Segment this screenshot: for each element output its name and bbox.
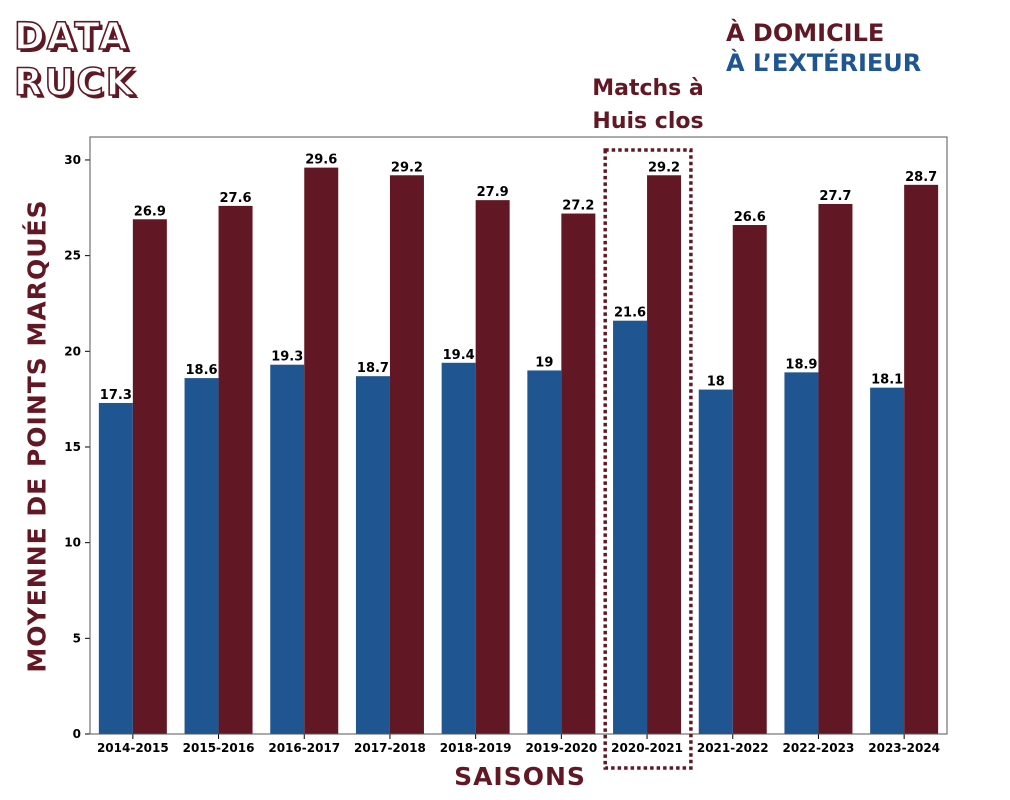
bar-home: [904, 184, 939, 734]
data-label-home: 26.9: [134, 204, 166, 219]
data-label-away: 18.9: [785, 357, 817, 372]
bar-away: [527, 370, 562, 734]
x-tick-label: 2016-2017: [268, 741, 340, 755]
data-label-away: 18.7: [357, 361, 389, 376]
data-label-home: 27.6: [220, 191, 252, 206]
chart-legend: À DOMICILE À L’EXTÉRIEUR: [726, 18, 921, 78]
data-label-away: 19.3: [271, 350, 303, 365]
y-tick-label: 30: [64, 153, 81, 167]
x-tick-label: 2021-2022: [697, 741, 769, 755]
data-label-away: 18.6: [186, 363, 218, 378]
y-tick-label: 10: [64, 536, 81, 550]
bar-home: [475, 200, 510, 734]
bar-home: [389, 175, 424, 734]
logo-line-1: DATA: [13, 14, 130, 59]
legend-away: À L’EXTÉRIEUR: [726, 49, 922, 77]
bar-home: [132, 219, 167, 735]
datarack-logo: DATA RUCK: [13, 14, 137, 106]
data-label-away: 19.4: [443, 348, 475, 363]
x-tick-label: 2015-2016: [183, 741, 255, 755]
data-label-home: 27.7: [819, 189, 851, 204]
data-label-away: 19: [535, 355, 553, 370]
y-tick-label: 15: [64, 440, 81, 454]
bar-home: [732, 225, 767, 734]
bar-away: [870, 387, 905, 734]
data-label-away: 18.1: [871, 373, 903, 388]
bar-home: [218, 205, 253, 734]
data-label-home: 29.6: [305, 153, 337, 168]
annotation-huis-clos: Matchs à Huis clos: [585, 72, 711, 138]
bar-home: [304, 167, 339, 735]
y-tick-label: 20: [64, 344, 81, 358]
legend-home: À DOMICILE: [726, 19, 885, 47]
bar-home: [818, 203, 853, 734]
x-tick-label: 2022-2023: [783, 741, 855, 755]
x-tick-label: 2023-2024: [868, 741, 940, 755]
y-axis-title: MOYENNE DE POINTS MARQUÉS: [22, 199, 52, 673]
data-label-home: 29.2: [391, 160, 423, 175]
bar-away: [784, 372, 819, 734]
bar-home: [647, 175, 682, 734]
bar-away: [698, 389, 733, 734]
data-label-away: 18: [707, 375, 725, 390]
bar-away: [184, 378, 219, 734]
x-tick-label: 2018-2019: [440, 741, 512, 755]
y-tick-label: 25: [64, 249, 81, 263]
x-tick-label: 2017-2018: [354, 741, 426, 755]
x-tick-label: 2019-2020: [525, 741, 597, 755]
bar-away: [355, 376, 390, 734]
x-tick-label: 2014-2015: [97, 741, 169, 755]
annotation-line-2: Huis clos: [592, 109, 704, 134]
data-label-away: 17.3: [100, 388, 132, 403]
data-label-away: 21.6: [614, 306, 646, 321]
bar-away: [613, 320, 648, 734]
data-label-home: 26.6: [734, 210, 766, 225]
data-label-home: 29.2: [648, 160, 680, 175]
plot-frame: [89, 136, 948, 735]
data-label-home: 27.2: [562, 199, 594, 214]
bar-away: [98, 402, 133, 734]
logo-line-2: RUCK: [13, 60, 137, 105]
bar-away: [270, 364, 305, 734]
y-tick-label: 5: [73, 631, 81, 645]
bar-home: [561, 213, 596, 735]
bar-away: [441, 362, 476, 734]
annotation-line-1: Matchs à: [592, 76, 704, 101]
data-label-home: 28.7: [905, 170, 937, 185]
x-axis-title: SAISONS: [454, 762, 586, 791]
data-label-home: 27.9: [477, 185, 509, 200]
y-tick-label: 0: [73, 727, 81, 741]
x-tick-label: 2020-2021: [611, 741, 683, 755]
